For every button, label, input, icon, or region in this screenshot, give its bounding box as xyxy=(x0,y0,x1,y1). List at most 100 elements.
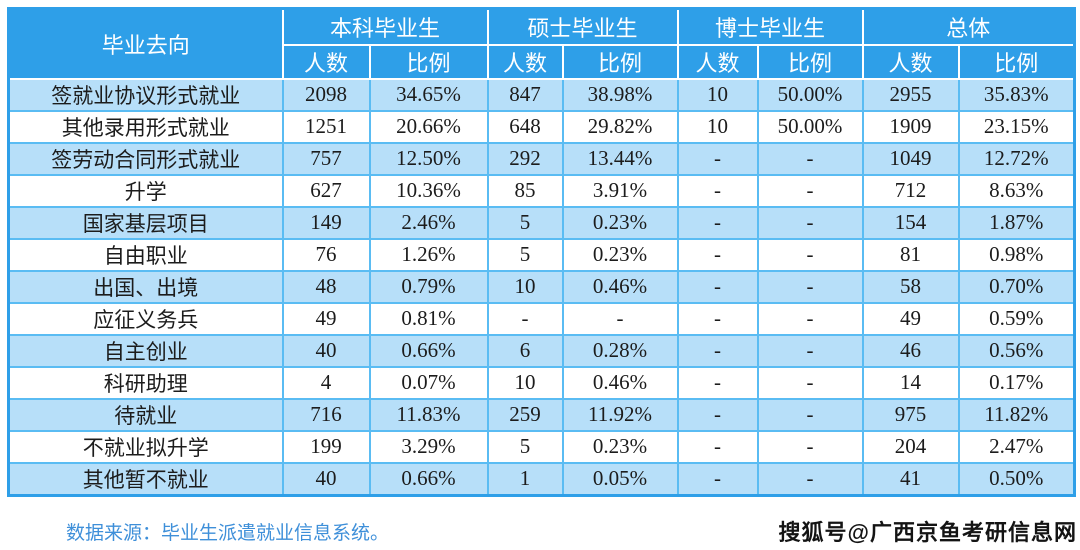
row-label: 升学 xyxy=(7,173,284,208)
cell-value: 3.91% xyxy=(561,173,679,208)
cell-value: - xyxy=(756,429,864,464)
cell-value: 5 xyxy=(486,205,564,240)
row-label: 出国、出境 xyxy=(7,269,284,304)
cell-value: 10.36% xyxy=(368,173,489,208)
cell-value: 0.07% xyxy=(368,365,489,400)
cell-value: 2.47% xyxy=(957,429,1076,464)
table-row: 自主创业 40 0.66% 6 0.28% - - 46 0.56% xyxy=(7,333,1076,368)
cell-value: 49 xyxy=(281,301,371,336)
cell-value: 757 xyxy=(281,141,371,176)
row-label: 自主创业 xyxy=(7,333,284,368)
subheader-master-count: 人数 xyxy=(486,43,564,80)
cell-value: 149 xyxy=(281,205,371,240)
cell-value: 76 xyxy=(281,237,371,272)
cell-value: 5 xyxy=(486,429,564,464)
cell-value: 3.29% xyxy=(368,429,489,464)
subheader-doctor-ratio: 比例 xyxy=(756,43,864,80)
column-header-destination: 毕业去向 xyxy=(7,7,284,80)
cell-value: 0.23% xyxy=(561,237,679,272)
cell-value: 0.46% xyxy=(561,269,679,304)
cell-value: - xyxy=(676,141,759,176)
cell-value: 0.56% xyxy=(957,333,1076,368)
cell-value: - xyxy=(756,205,864,240)
cell-value: 1.26% xyxy=(368,237,489,272)
cell-value: - xyxy=(756,173,864,208)
cell-value: 85 xyxy=(486,173,564,208)
watermark-text: 搜狐号@广西京鱼考研信息网 xyxy=(778,520,1077,545)
cell-value: 58 xyxy=(861,269,960,304)
cell-value: 10 xyxy=(676,77,759,112)
table-row: 升学 627 10.36% 85 3.91% - - 712 8.63% xyxy=(7,173,1076,208)
data-source-note: 数据来源：毕业生派遣就业信息系统。 xyxy=(66,523,390,544)
cell-value: 13.44% xyxy=(561,141,679,176)
group-header-undergraduate: 本科毕业生 xyxy=(281,7,489,46)
cell-value: 48 xyxy=(281,269,371,304)
subheader-doctor-count: 人数 xyxy=(676,43,759,80)
cell-value: 29.82% xyxy=(561,109,679,144)
table-row: 不就业拟升学 199 3.29% 5 0.23% - - 204 2.47% xyxy=(7,429,1076,464)
cell-value: 154 xyxy=(861,205,960,240)
cell-value: 12.50% xyxy=(368,141,489,176)
row-label: 自由职业 xyxy=(7,237,284,272)
group-header-doctor: 博士毕业生 xyxy=(676,7,864,46)
row-label: 国家基层项目 xyxy=(7,205,284,240)
table-row: 国家基层项目 149 2.46% 5 0.23% - - 154 1.87% xyxy=(7,205,1076,240)
cell-value: 0.23% xyxy=(561,205,679,240)
cell-value: 23.15% xyxy=(957,109,1076,144)
cell-value: - xyxy=(676,269,759,304)
cell-value: - xyxy=(676,429,759,464)
subheader-master-ratio: 比例 xyxy=(561,43,679,80)
cell-value: 0.66% xyxy=(368,461,489,496)
cell-value: 0.50% xyxy=(957,461,1076,496)
cell-value: - xyxy=(756,269,864,304)
cell-value: 0.70% xyxy=(957,269,1076,304)
table-row: 待就业 716 11.83% 259 11.92% - - 975 11.82% xyxy=(7,397,1076,432)
cell-value: 0.23% xyxy=(561,429,679,464)
row-label: 签劳动合同形式就业 xyxy=(7,141,284,176)
cell-value: - xyxy=(561,301,679,336)
employment-table-container: 毕业去向 本科毕业生 硕士毕业生 博士毕业生 总体 人数 比例 人数 比例 人数… xyxy=(7,7,1077,497)
cell-value: 627 xyxy=(281,173,371,208)
table-row: 出国、出境 48 0.79% 10 0.46% - - 58 0.70% xyxy=(7,269,1076,304)
subheader-undergrad-ratio: 比例 xyxy=(368,43,489,80)
cell-value: 35.83% xyxy=(957,77,1076,112)
table-row: 签就业协议形式就业 2098 34.65% 847 38.98% 10 50.0… xyxy=(7,77,1076,112)
cell-value: 10 xyxy=(486,269,564,304)
cell-value: - xyxy=(676,301,759,336)
cell-value: 1909 xyxy=(861,109,960,144)
cell-value: 2.46% xyxy=(368,205,489,240)
cell-value: 10 xyxy=(486,365,564,400)
row-label: 其他录用形式就业 xyxy=(7,109,284,144)
cell-value: 0.79% xyxy=(368,269,489,304)
cell-value: - xyxy=(676,237,759,272)
cell-value: 0.46% xyxy=(561,365,679,400)
cell-value: - xyxy=(756,365,864,400)
cell-value: 259 xyxy=(486,397,564,432)
cell-value: 0.81% xyxy=(368,301,489,336)
subheader-total-ratio: 比例 xyxy=(957,43,1076,80)
group-header-master: 硕士毕业生 xyxy=(486,7,679,46)
cell-value: - xyxy=(676,205,759,240)
cell-value: 847 xyxy=(486,77,564,112)
cell-value: 81 xyxy=(861,237,960,272)
table-row: 科研助理 4 0.07% 10 0.46% - - 14 0.17% xyxy=(7,365,1076,400)
cell-value: - xyxy=(756,461,864,496)
cell-value: 0.59% xyxy=(957,301,1076,336)
table-row: 应征义务兵 49 0.81% - - - - 49 0.59% xyxy=(7,301,1076,336)
subheader-total-count: 人数 xyxy=(861,43,960,80)
cell-value: 46 xyxy=(861,333,960,368)
cell-value: 11.82% xyxy=(957,397,1076,432)
row-label: 其他暂不就业 xyxy=(7,461,284,496)
cell-value: - xyxy=(756,141,864,176)
cell-value: 12.72% xyxy=(957,141,1076,176)
employment-destination-table: 毕业去向 本科毕业生 硕士毕业生 博士毕业生 总体 人数 比例 人数 比例 人数… xyxy=(7,7,1077,497)
cell-value: 0.28% xyxy=(561,333,679,368)
table-row: 自由职业 76 1.26% 5 0.23% - - 81 0.98% xyxy=(7,237,1076,272)
cell-value: - xyxy=(756,237,864,272)
cell-value: 199 xyxy=(281,429,371,464)
cell-value: - xyxy=(676,333,759,368)
cell-value: 0.05% xyxy=(561,461,679,496)
cell-value: 11.83% xyxy=(368,397,489,432)
row-label: 应征义务兵 xyxy=(7,301,284,336)
row-label: 签就业协议形式就业 xyxy=(7,77,284,112)
